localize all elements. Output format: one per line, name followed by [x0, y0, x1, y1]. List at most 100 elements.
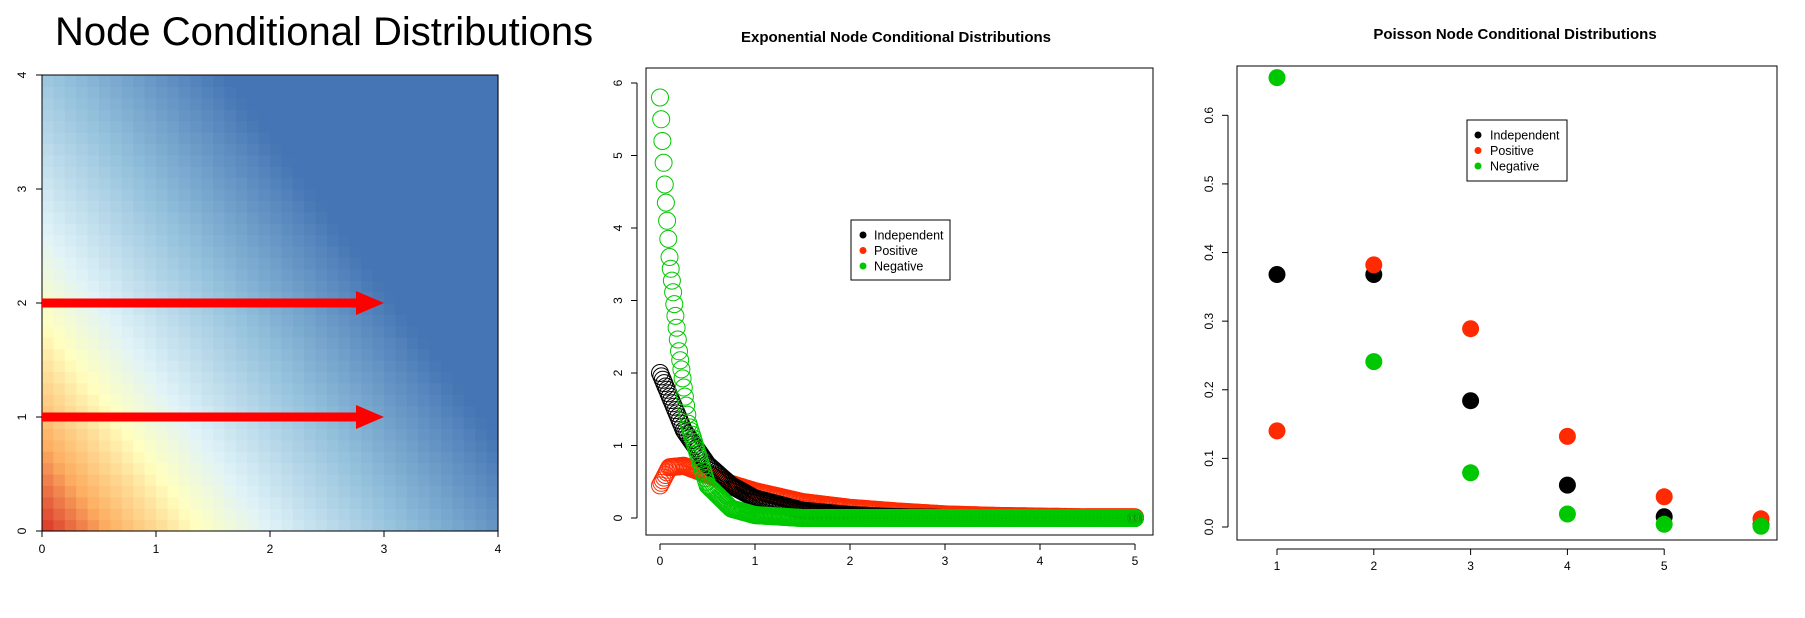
heatmap-cell	[361, 211, 374, 224]
exponential-frame	[645, 67, 1154, 536]
heatmap-cell	[121, 451, 134, 464]
legend-label: Negative	[1490, 160, 1539, 174]
heatmap-cell	[327, 474, 339, 486]
heatmap-cell	[292, 314, 305, 327]
heatmap-cell	[110, 97, 123, 110]
heatmap-cell	[190, 439, 203, 452]
heatmap-cell	[190, 75, 203, 87]
heatmap-cell	[395, 360, 408, 372]
heatmap-cell	[384, 200, 396, 213]
heatmap-cell	[42, 246, 54, 258]
y-tick-label: 5	[611, 152, 625, 159]
heatmap-cell	[327, 132, 339, 144]
data-point-negative	[664, 283, 683, 302]
legend-label: Independent	[874, 229, 944, 243]
heatmap-cell	[486, 268, 499, 281]
heatmap-cell	[486, 405, 499, 418]
heatmap-cell	[338, 143, 351, 156]
heatmap-cell	[99, 382, 111, 395]
heatmap-cell	[418, 508, 431, 521]
data-point-negative	[672, 360, 691, 379]
heatmap-cell	[99, 75, 111, 87]
heatmap-cell	[53, 337, 66, 350]
heatmap-cell	[486, 382, 499, 395]
heatmap-cell	[315, 348, 328, 361]
heatmap-cell	[418, 439, 431, 452]
heatmap-cell	[121, 496, 134, 509]
heatmap-cell	[486, 451, 499, 464]
heatmap-cell	[87, 257, 100, 270]
heatmap-cell	[270, 462, 282, 475]
heatmap-cell	[156, 132, 168, 144]
heatmap-cell	[201, 325, 214, 338]
heatmap-cell	[213, 325, 225, 338]
heatmap-cell	[87, 474, 100, 486]
heatmap-cell	[87, 97, 100, 110]
heatmap-cell	[110, 223, 123, 236]
heatmap-cell	[452, 200, 465, 213]
heatmap-cell	[281, 496, 294, 509]
heatmap-cell	[87, 496, 100, 509]
heatmap-cell	[304, 200, 317, 213]
heatmap-cell	[99, 109, 111, 122]
heatmap-cell	[110, 496, 123, 509]
heatmap-cell	[281, 154, 294, 167]
heatmap-cell	[361, 200, 374, 213]
heatmap-cell	[475, 109, 488, 122]
heatmap-cell	[201, 314, 214, 327]
heatmap-cell	[372, 394, 385, 407]
heatmap-cell	[87, 109, 100, 122]
heatmap-cell	[190, 314, 203, 327]
heatmap-cell	[406, 177, 419, 190]
heatmap-cell	[42, 325, 54, 338]
heatmap-cell	[110, 268, 123, 281]
heatmap-cell	[247, 177, 260, 190]
heatmap-cell	[201, 75, 214, 87]
heatmap-cell	[441, 519, 453, 532]
heatmap-cell	[349, 75, 362, 87]
data-point-negative	[660, 248, 679, 266]
heatmap-cell	[429, 223, 442, 236]
heatmap-cell	[213, 234, 225, 247]
heatmap-cell	[281, 257, 294, 270]
heatmap-cell	[99, 86, 111, 99]
heatmap-cell	[395, 474, 408, 486]
heatmap-cell	[361, 314, 374, 327]
heatmap-cell	[441, 428, 453, 441]
heatmap-cell	[247, 485, 260, 498]
heatmap-cell	[418, 154, 431, 167]
heatmap-cell	[441, 451, 453, 464]
heatmap-cell	[224, 428, 237, 441]
heatmap-cell	[270, 428, 282, 441]
heatmap-cell	[429, 371, 442, 384]
heatmap-cell	[338, 189, 351, 201]
heatmap-cell	[327, 211, 339, 224]
heatmap-cell	[42, 474, 54, 486]
heatmap-cell	[133, 394, 146, 407]
heatmap-cell	[463, 143, 476, 156]
heatmap-cell	[327, 177, 339, 190]
heatmap-cell	[475, 382, 488, 395]
heatmap-cell	[452, 211, 465, 224]
heatmap-cell	[292, 280, 305, 293]
heatmap-cell	[384, 348, 396, 361]
heatmap-cell	[406, 417, 419, 429]
heatmap-cell	[361, 496, 374, 509]
heatmap-cell	[144, 439, 157, 452]
heatmap-cell	[99, 371, 111, 384]
heatmap-cell	[76, 325, 89, 338]
heatmap-cell	[486, 234, 499, 247]
heatmap-cell	[133, 223, 146, 236]
heatmap-cell	[395, 109, 408, 122]
heatmap-cell	[110, 348, 123, 361]
heatmap-cell	[441, 348, 453, 361]
heatmap-cell	[463, 485, 476, 498]
heatmap-cell	[190, 132, 203, 144]
heatmap-cell	[121, 246, 134, 258]
heatmap-cell	[42, 268, 54, 281]
heatmap-cell	[441, 462, 453, 475]
heatmap-cell	[372, 496, 385, 509]
heatmap-cell	[327, 451, 339, 464]
heatmap-cell	[258, 462, 271, 475]
heatmap-cell	[64, 143, 77, 156]
